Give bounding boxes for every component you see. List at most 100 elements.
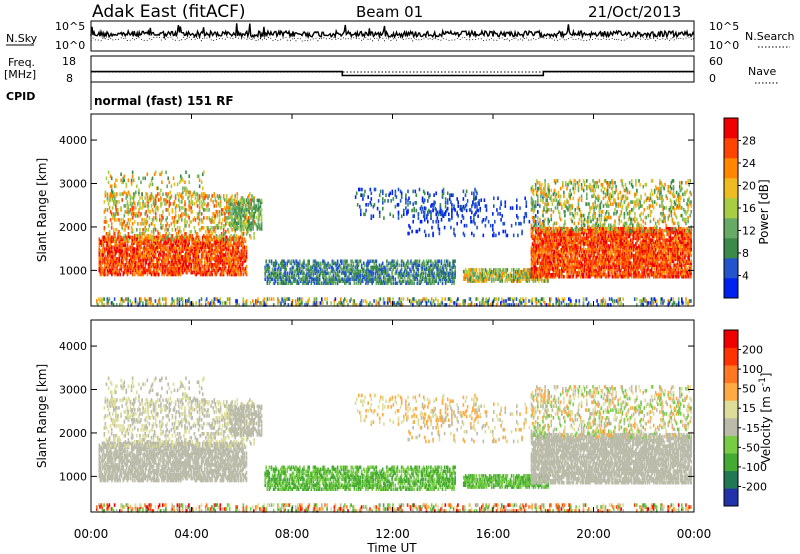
power-cell <box>259 223 261 227</box>
power-cell <box>228 238 230 242</box>
power-cell <box>461 220 463 224</box>
power-cell <box>128 226 130 230</box>
power-cell <box>246 265 248 269</box>
power-cell <box>275 279 277 283</box>
power-cell <box>409 201 411 205</box>
power-cell <box>467 199 469 203</box>
power-cell <box>463 197 465 201</box>
power-cell <box>356 281 358 285</box>
power-cell <box>529 220 531 224</box>
power-cell <box>199 218 201 222</box>
power-cell <box>405 201 407 205</box>
power-cell <box>359 205 361 209</box>
power-cell <box>360 273 362 277</box>
power-cell <box>133 179 135 183</box>
power-cell <box>335 281 337 285</box>
power-cell <box>563 275 565 279</box>
power-cell <box>558 250 560 254</box>
power-cell <box>175 194 177 198</box>
power-cell <box>399 264 401 268</box>
power-cell <box>121 265 123 269</box>
power-cell <box>256 216 258 220</box>
power-cell <box>407 203 409 207</box>
power-cell <box>269 266 271 270</box>
power-cell <box>526 212 528 216</box>
power-cell <box>171 195 173 199</box>
power-cell <box>537 210 539 214</box>
power-cell <box>112 251 114 255</box>
power-cell <box>269 270 271 274</box>
power-cell <box>231 216 233 220</box>
power-cell <box>333 273 335 277</box>
power-cell <box>461 208 463 212</box>
power-cell <box>470 216 472 220</box>
power-cell <box>132 228 134 232</box>
power-cell <box>145 228 147 232</box>
power-cell <box>139 228 141 232</box>
power-cell <box>554 250 556 254</box>
power-cell <box>471 232 473 236</box>
power-cell <box>194 202 196 206</box>
power-cell <box>234 238 236 242</box>
power-cell <box>208 253 210 257</box>
power-cell <box>424 214 426 218</box>
power-cell <box>258 202 260 206</box>
power-cell <box>401 214 403 218</box>
power-cell <box>230 212 232 216</box>
power-cell <box>447 207 449 211</box>
power-cell <box>387 268 389 272</box>
power-cell <box>486 216 488 220</box>
power-cell <box>464 234 466 238</box>
power-cell <box>178 236 180 240</box>
power-cell <box>145 210 147 214</box>
power-cell <box>433 193 435 197</box>
power-cell <box>425 234 427 238</box>
power-cell <box>185 240 187 244</box>
power-cell <box>215 214 217 218</box>
power-cell <box>349 277 351 281</box>
power-cell <box>375 188 377 192</box>
power-cell <box>210 226 212 230</box>
power-cell <box>370 188 372 192</box>
cpid-label: CPID <box>6 90 35 103</box>
power-cell <box>202 193 204 197</box>
power-cell <box>244 210 246 214</box>
power-cell <box>175 210 177 214</box>
power-cell <box>198 255 200 259</box>
power-cell <box>211 194 213 198</box>
power-cell <box>181 218 183 222</box>
power-cell <box>403 279 405 283</box>
power-cell <box>478 199 480 203</box>
power-cell <box>440 203 442 207</box>
power-cell <box>155 198 157 202</box>
power-cell <box>114 232 116 236</box>
power-cell <box>554 242 556 246</box>
power-cell <box>477 214 479 218</box>
power-cell <box>120 173 122 177</box>
power-cell <box>234 194 236 198</box>
power-cell <box>303 260 305 264</box>
power-cell <box>424 262 426 266</box>
power-cell <box>202 187 204 191</box>
power-cell <box>167 208 169 212</box>
power-cell <box>163 251 165 255</box>
power-cell <box>172 234 174 238</box>
power-cell <box>139 206 141 210</box>
power-cell <box>159 192 161 196</box>
power-cell <box>134 273 136 277</box>
power-cell <box>211 273 213 277</box>
power-cell <box>236 221 238 225</box>
power-cell <box>130 271 132 275</box>
power-cell <box>356 192 358 196</box>
power-cell <box>197 204 199 208</box>
power-cell <box>181 234 183 238</box>
power-cell <box>253 232 255 236</box>
power-cell <box>424 230 426 234</box>
power-cell <box>398 216 400 220</box>
power-cell <box>244 201 246 205</box>
power-cell <box>412 190 414 194</box>
power-cell <box>488 220 490 224</box>
power-cell <box>154 224 156 228</box>
power-cell <box>112 206 114 210</box>
